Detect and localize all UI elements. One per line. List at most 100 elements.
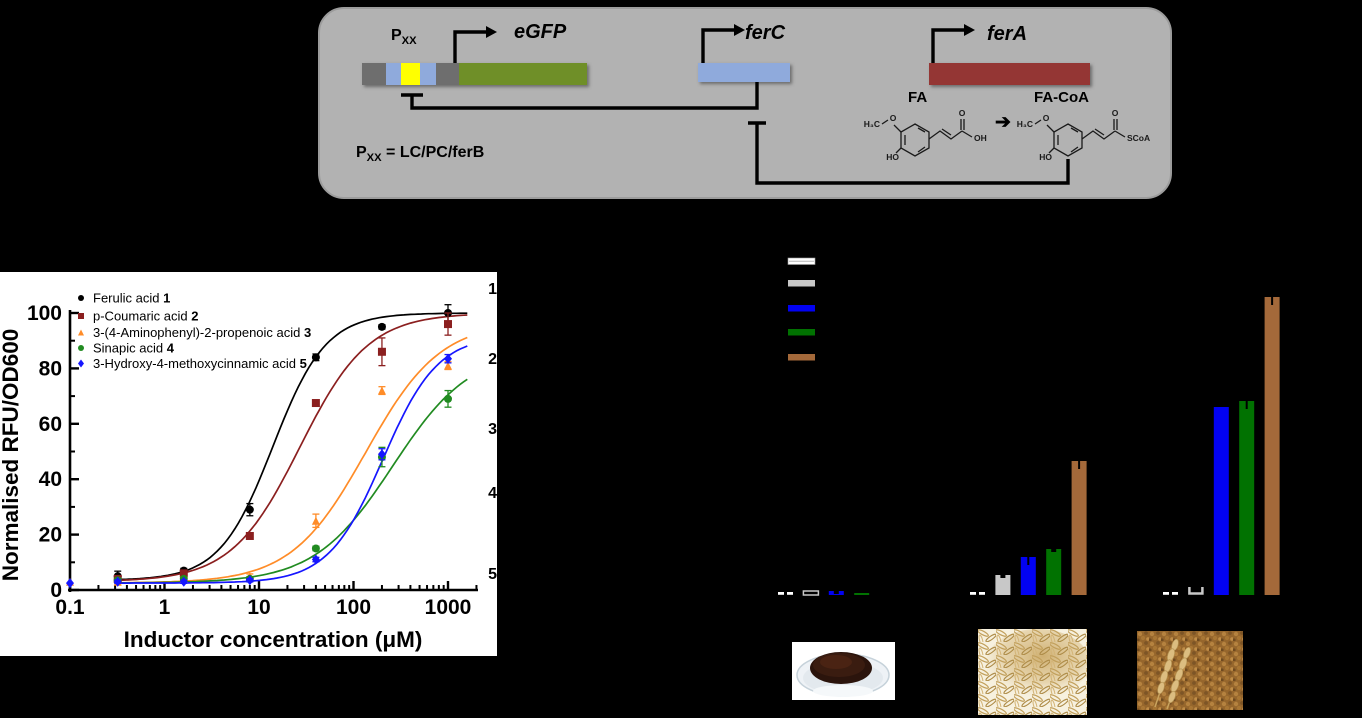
bar	[1046, 549, 1062, 595]
promoter-segment-gray-right	[436, 63, 459, 85]
data-point	[444, 361, 452, 370]
y-axis-title: Normalised RFU/OD600	[0, 329, 23, 582]
data-point	[311, 353, 320, 362]
series-2	[113, 312, 452, 583]
bar-notch	[833, 591, 839, 594]
dose-response-panel: 0.1 1 10 100 1000 0 20 40 60 80 100 Inductor concen…	[0, 272, 497, 656]
bar	[854, 593, 870, 595]
legend-marker-4	[78, 345, 84, 351]
data-point	[245, 531, 254, 540]
bar	[1239, 401, 1255, 595]
fa-coa-label: FA-CoA	[1034, 89, 1089, 106]
data-point	[377, 449, 386, 460]
compound-number-4: 4	[488, 485, 497, 502]
pxx-eq-rest: = LC/PC/ferB	[381, 144, 485, 161]
chart-legend: Ferulic acid 1 p-Coumaric acid 23-(4-Amin…	[78, 291, 311, 371]
ferC-gene-bar	[698, 63, 790, 82]
fa-label: FA	[908, 89, 928, 106]
bar-dash	[778, 592, 784, 595]
rice-husks-photo	[978, 629, 1087, 715]
bar	[1071, 461, 1087, 595]
x-tick-label: 100	[336, 596, 371, 619]
data-point	[444, 353, 452, 364]
legend-marker-2	[78, 313, 84, 319]
legend-swatch-brown	[788, 354, 815, 361]
bar-notch	[1000, 575, 1006, 578]
bar	[1020, 557, 1036, 595]
bar-dash	[970, 592, 976, 595]
pxx-eq-sub: XX	[366, 152, 382, 165]
pxx-sub: XX	[401, 35, 417, 48]
x-tick-label: 10	[247, 596, 270, 619]
y-tick-label: 80	[39, 357, 62, 380]
ferc-gene-label: ferC	[745, 22, 786, 44]
bar-dash	[1172, 592, 1178, 595]
bar	[995, 575, 1011, 595]
data-point	[377, 347, 386, 356]
x-tick-label: 0.1	[55, 596, 85, 619]
fit-curve-1	[115, 312, 468, 581]
pxx-eq-p: P	[356, 144, 367, 161]
data-point	[444, 394, 452, 403]
promoter-segment-gray-left	[362, 63, 386, 85]
reporter-construct-bar	[362, 63, 587, 85]
egfp-gene-label: eGFP	[514, 21, 567, 43]
pxx-promoter-label: PXX	[391, 27, 417, 47]
petri-dish-grounds-photo	[792, 642, 895, 700]
y-tick-label: 40	[39, 468, 62, 491]
bar-outline	[802, 590, 820, 596]
legend-marker-3	[78, 329, 84, 336]
wheat-grains-photo	[1137, 631, 1243, 710]
y-tick-label: 100	[27, 302, 62, 325]
compound-number-3: 3	[488, 421, 497, 438]
legend-swatch-gray	[788, 280, 815, 287]
x-tick-label: 1	[159, 596, 171, 619]
bar	[1213, 407, 1229, 595]
promoter-segment-blue-right	[420, 63, 436, 85]
y-tick-label: 60	[39, 413, 62, 436]
data-point	[245, 575, 254, 586]
legend-label-1: Ferulic acid 1	[93, 291, 170, 306]
data-point	[179, 576, 188, 587]
x-tick-label: 1000	[425, 596, 472, 619]
data-point	[66, 578, 74, 589]
substrate-bar-chart	[778, 257, 1280, 596]
compound-number-1: 1	[488, 281, 497, 298]
data-point	[113, 576, 122, 587]
bar-notch	[1051, 549, 1057, 552]
y-tick-label: 20	[39, 524, 62, 547]
legend-marker-1	[78, 295, 84, 301]
bar-u-outline	[1188, 587, 1204, 595]
data-point	[311, 516, 320, 525]
bar-group-3	[1163, 286, 1280, 595]
legend-label-2: p-Coumaric acid 2	[93, 309, 199, 324]
y-tick-label: 0	[50, 579, 62, 602]
bar-dash	[1163, 592, 1169, 595]
series-5	[66, 353, 452, 589]
promoter-operator-yellow	[401, 63, 420, 85]
data-point	[245, 505, 254, 514]
x-axis-title: Inductor concentration (μM)	[124, 627, 423, 652]
fera-gene-label: ferA	[987, 23, 1028, 45]
bar-dash	[979, 592, 985, 595]
rice-husks-art	[978, 629, 1087, 715]
bar-group-2	[970, 454, 1087, 595]
pxx-equation: PXX = LC/PC/ferB	[356, 144, 484, 164]
pxx-main: P	[391, 27, 402, 44]
data-point	[377, 386, 386, 395]
legend-label-5: 3-Hydroxy-4-methoxycinnamic acid 5	[93, 356, 307, 371]
bar-dash	[787, 592, 793, 595]
legend-label-3: 3-(4-Aminophenyl)-2-propenoic acid 3	[93, 325, 311, 340]
bar-group-1	[778, 590, 870, 596]
wheat-grains-art	[1137, 631, 1243, 710]
egfp-cds-segment	[459, 63, 587, 85]
data-point	[311, 544, 320, 553]
promoter-segment-blue-left	[386, 63, 401, 85]
dose-response-chart: 0.1 1 10 100 1000 0 20 40 60 80 100 Inductor concen…	[0, 291, 478, 652]
compound-number-5: 5	[488, 566, 497, 583]
data-point	[377, 322, 386, 331]
data-point	[311, 554, 320, 565]
fit-curve-3	[115, 336, 468, 584]
compound-number-2: 2	[488, 351, 497, 368]
